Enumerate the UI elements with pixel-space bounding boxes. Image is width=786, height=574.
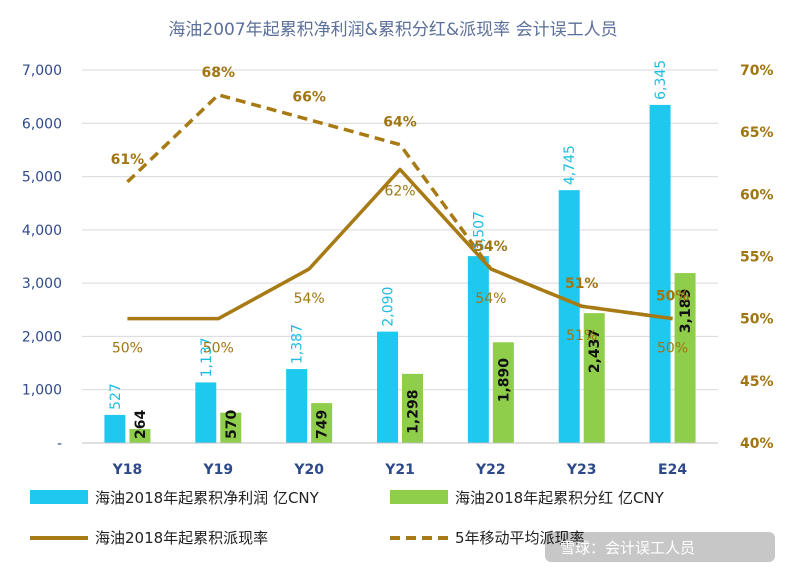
profit-bar [649,104,671,443]
profit-bar-label: 6,345 [653,60,669,100]
profit-bar-label: 2,090 [381,287,397,327]
bars [104,104,696,443]
x-tick: Y22 [475,462,506,478]
data-labels: 527 264 1,137 570 1,387 749 2,090 1,298 3,507 1,8… [108,60,694,439]
profit-bar [377,331,398,443]
payout-label: 54% [475,291,506,307]
y-left-tick: 2,000 [22,329,62,345]
dividend-bar-label: 1,890 [496,358,512,403]
chart-title: 海油2007年起累积净利润&累积分红&派现率 会计误工人员 [168,20,617,40]
watermark-background [545,532,775,562]
moving-average-label: 66% [292,90,326,106]
x-tick: Y23 [566,462,597,478]
watermark-text: 雪球：会计误工人员 [560,539,695,557]
y-left-tick: - [57,436,62,452]
y-left-tick: 5,000 [22,170,62,186]
payout-label: 50% [203,341,234,357]
profit-bar [558,190,580,443]
profit-bar [195,382,217,443]
y-left-tick: 6,000 [22,116,62,132]
legend-swatch-dividend [390,490,448,504]
lines [126,93,673,321]
x-tick: Y20 [293,462,324,478]
moving-average-label: 68% [202,65,236,81]
moving-average-label: 50% [656,289,690,305]
dividend-bar-label: 1,298 [406,390,422,434]
legend-label-dividend: 海油2018年起累积分红 亿CNY [455,489,665,507]
y-right-tick: 65% [740,125,774,141]
dividend-bar-label: 570 [224,410,240,439]
y-left-tick: 4,000 [22,223,62,239]
legend-label-payout: 海油2018年起累积派现率 [95,529,268,547]
legend-swatch-profit [30,490,88,504]
axes: - 1,000 2,000 3,000 4,000 5,000 6,000 7,000 40% 4… [22,63,774,478]
x-tick: Y19 [202,462,233,478]
dividend-bar [583,313,605,443]
y-left-tick: 3,000 [22,276,62,292]
y-right-tick: 50% [740,312,774,328]
dividend-bar [402,373,423,443]
moving-average-label: 51% [565,276,599,292]
moving-average-label: 54% [474,239,508,255]
dividend-bar-label: 2,437 [587,329,603,373]
legend-label-profit: 海油2018年起累积净利润 亿CNY [95,489,320,507]
profit-bar-label: 1,387 [290,324,306,364]
profit-bar [286,369,308,443]
payout-label: 50% [112,341,143,357]
y-left-tick: 7,000 [22,63,62,79]
y-right-tick: 40% [740,436,774,452]
profit-bar-label: 3,507 [471,211,487,251]
dividend-bar [129,428,151,443]
moving-average-line [126,93,673,321]
y-right-tick: 60% [740,187,774,203]
dividend-bar [311,403,333,443]
payout-label: 54% [294,291,325,307]
profit-bar-label: 1,137 [199,337,215,377]
moving-average-label: 64% [383,115,417,131]
legend: 海油2018年起累积净利润 亿CNY 海油2018年起累积分红 亿CNY 海油201… [30,489,665,547]
profit-bar-label: 4,745 [562,145,578,185]
x-tick: Y18 [112,462,143,478]
y-left-tick: 1,000 [22,383,62,399]
payout-label: 62% [384,183,415,199]
profit-bar [467,256,489,443]
dividend-bar-label: 749 [315,410,331,439]
dividend-bar-label: 3,189 [678,289,694,333]
payout-label: 50% [657,341,688,357]
moving-average-label: 61% [111,152,145,168]
y-right-tick: 70% [740,63,774,79]
profit-bar-label: 527 [108,383,124,410]
y-right-tick: 45% [740,374,774,390]
dividend-bar-label: 264 [133,410,149,439]
payout-label: 51% [566,328,597,344]
x-tick: Y21 [384,462,415,478]
dividend-bar [220,412,242,443]
y-right-tick: 55% [740,250,774,266]
legend-label-moving-average: 5年移动平均派现率 [455,529,585,547]
dividend-bar [674,273,696,443]
profit-bar [104,414,126,443]
x-tick: E24 [658,462,687,478]
watermark: 雪球：会计误工人员 [545,532,775,562]
dividend-bar [492,342,514,443]
